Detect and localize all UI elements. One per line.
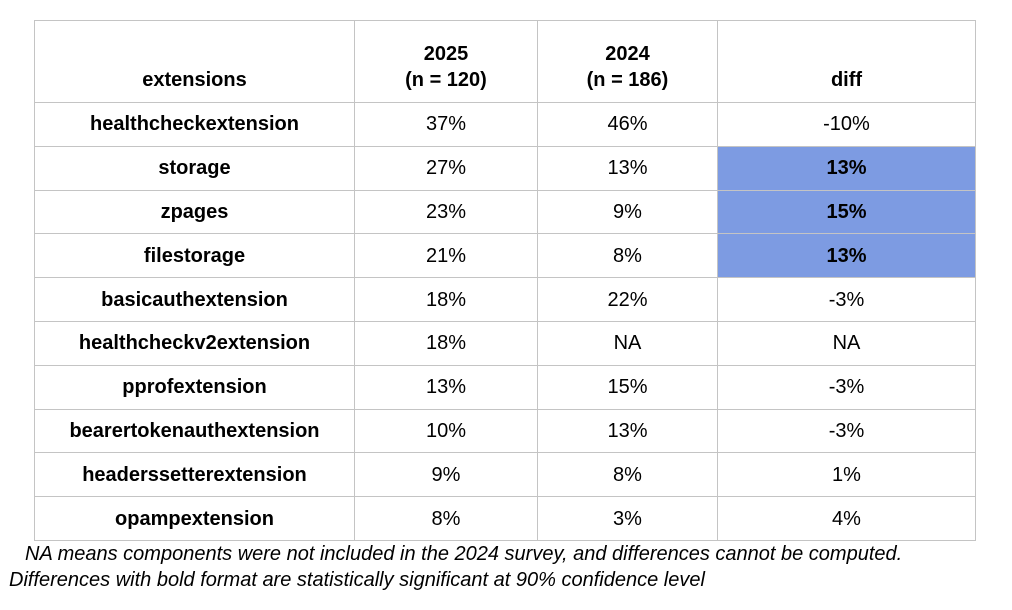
- extension-name-cell: opampextension: [34, 496, 355, 541]
- extensions-diff-table: extensions 2025 (n = 120) 2024 (n = 186)…: [34, 20, 976, 541]
- footnote-bold-significance: Differences with bold format are statist…: [9, 569, 705, 591]
- value-2025-cell: 27%: [354, 145, 538, 191]
- col-header-diff-label: diff: [830, 69, 863, 91]
- diff-cell: 15%: [717, 189, 976, 235]
- footnote-na-explanation: NA means components were not included in…: [25, 543, 903, 565]
- table-row: opampextension 8% 3% 4%: [34, 496, 976, 541]
- value-2024-cell: 8%: [537, 452, 718, 498]
- extension-name-cell: pprofextension: [34, 364, 355, 410]
- value-2024-cell: 3%: [537, 496, 718, 541]
- col-header-extensions: extensions: [34, 20, 355, 103]
- value-2025-cell: 37%: [354, 102, 538, 147]
- value-2025-cell: 21%: [354, 233, 538, 279]
- col-header-2024-sublabel: (n = 186): [586, 69, 669, 91]
- header-row: extensions 2025 (n = 120) 2024 (n = 186)…: [34, 20, 976, 103]
- extension-name-cell: headerssetterextension: [34, 452, 355, 498]
- footnotes: NA means components were not included in…: [0, 541, 1012, 593]
- value-2024-cell: 9%: [537, 189, 718, 235]
- table-row: storage 27% 13% 13%: [34, 145, 976, 191]
- col-header-extensions-label: extensions: [142, 69, 247, 91]
- diff-cell: -3%: [717, 408, 976, 454]
- value-2025-cell: 23%: [354, 189, 538, 235]
- diff-cell: 4%: [717, 496, 976, 541]
- extension-name-cell: healthcheckv2extension: [34, 320, 355, 366]
- value-2024-cell: 13%: [537, 408, 718, 454]
- diff-cell: NA: [717, 320, 976, 366]
- diff-cell: 13%: [717, 145, 976, 191]
- diff-cell: -3%: [717, 277, 976, 322]
- value-2024-cell: 22%: [537, 277, 718, 322]
- diff-cell: 1%: [717, 452, 976, 498]
- extension-name-cell: healthcheckextension: [34, 102, 355, 147]
- value-2025-cell: 8%: [354, 496, 538, 541]
- value-2024-cell: 46%: [537, 102, 718, 147]
- value-2025-cell: 18%: [354, 277, 538, 322]
- extension-name-cell: bearertokenauthextension: [34, 408, 355, 454]
- value-2025-cell: 18%: [354, 320, 538, 366]
- table-row: zpages 23% 9% 15%: [34, 189, 976, 235]
- table-row: filestorage 21% 8% 13%: [34, 233, 976, 279]
- value-2025-cell: 9%: [354, 452, 538, 498]
- table-row: headerssetterextension 9% 8% 1%: [34, 452, 976, 498]
- col-header-2024: 2024 (n = 186): [537, 20, 718, 103]
- col-header-diff: diff: [717, 20, 976, 103]
- value-2024-cell: NA: [537, 320, 718, 366]
- extension-name-cell: storage: [34, 145, 355, 191]
- col-header-2025-label: 2025: [423, 43, 469, 65]
- extension-name-cell: zpages: [34, 189, 355, 235]
- table-row: bearertokenauthextension 10% 13% -3%: [34, 408, 976, 454]
- diff-cell: -10%: [717, 102, 976, 147]
- col-header-2025: 2025 (n = 120): [354, 20, 538, 103]
- extension-name-cell: filestorage: [34, 233, 355, 279]
- col-header-2025-sublabel: (n = 120): [405, 69, 487, 91]
- diff-cell: 13%: [717, 233, 976, 279]
- value-2025-cell: 13%: [354, 364, 538, 410]
- value-2025-cell: 10%: [354, 408, 538, 454]
- col-header-2024-label: 2024: [605, 43, 650, 65]
- value-2024-cell: 8%: [537, 233, 718, 279]
- table-row: healthcheckv2extension 18% NA NA: [34, 320, 976, 366]
- value-2024-cell: 15%: [537, 364, 718, 410]
- table-row: basicauthextension 18% 22% -3%: [34, 277, 976, 322]
- value-2024-cell: 13%: [537, 145, 718, 191]
- diff-cell: -3%: [717, 364, 976, 410]
- table-row: healthcheckextension 37% 46% -10%: [34, 102, 976, 147]
- extension-name-cell: basicauthextension: [34, 277, 355, 322]
- table-row: pprofextension 13% 15% -3%: [34, 364, 976, 410]
